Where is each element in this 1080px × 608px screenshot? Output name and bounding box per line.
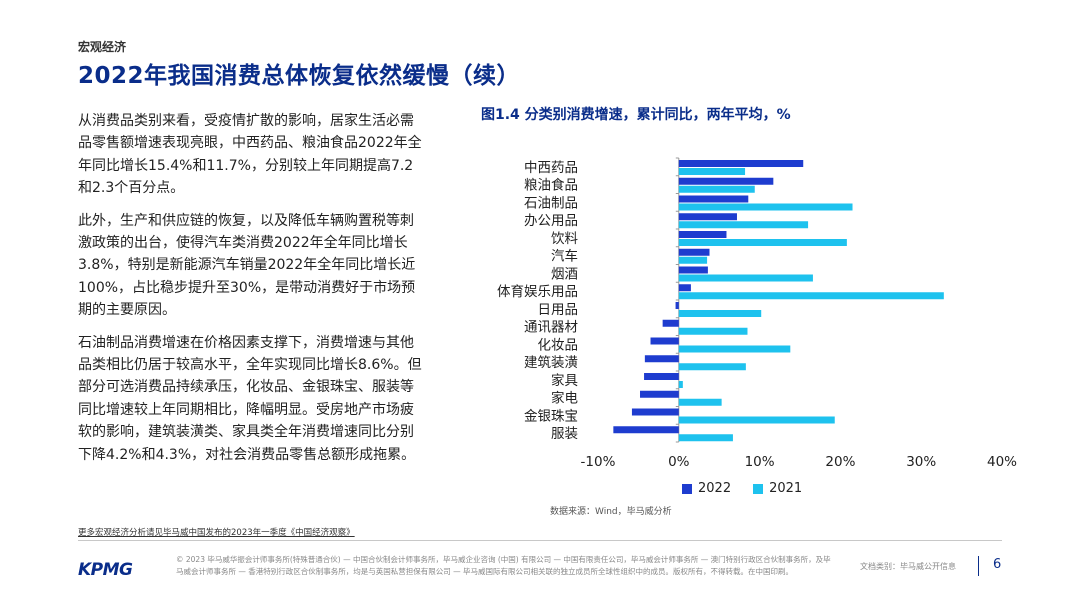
paragraph-3: 石油制品消费增速在价格因素支撑下，消费增速与其他品类相比仍居于较高水平，全年实现…: [78, 334, 422, 463]
copyright-text: © 2023 毕马威华振会计师事务所(特殊普通合伙) — 中国合伙制会计师事务所…: [176, 555, 831, 576]
bar-2021: [678, 256, 708, 264]
bar-2022: [644, 355, 679, 363]
x-tick-label: 20%: [825, 454, 855, 470]
bar-2022: [678, 160, 804, 167]
legend-label-2022: 2022: [698, 481, 732, 496]
bar-2022: [662, 319, 679, 327]
report-link[interactable]: 更多宏观经济分析请见毕马威中国发布的2023年一季度《中国经济观察》: [78, 528, 355, 538]
kpmg-logo: KPMG: [78, 560, 133, 580]
x-tick-label: -10%: [581, 454, 616, 470]
bar-2022: [631, 408, 679, 416]
page-title: 2022年我国消费总体恢复依然缓慢（续）: [78, 63, 521, 89]
bar-2022: [678, 195, 749, 203]
category-label: 烟酒: [551, 266, 578, 282]
bar-2021: [678, 434, 733, 442]
body-text: 从消费品类别来看，受疫情扩散的影响，居家生活必需品零售额增速表现亮眼，中西药品、…: [78, 110, 424, 476]
footer-separator: [978, 556, 979, 576]
category-label: 饮料: [551, 231, 579, 247]
bar-2022: [675, 302, 679, 309]
bar-2021: [678, 239, 847, 246]
page-number: 6: [993, 557, 1002, 572]
bar-2021: [678, 327, 748, 335]
legend-swatch-2022: [682, 483, 692, 494]
bar-2022: [650, 337, 679, 345]
bar-2021: [678, 168, 746, 175]
category-label: 粮油食品: [524, 177, 578, 194]
category-label: 中西药品: [524, 160, 578, 176]
legend-swatch-2021: [753, 483, 764, 494]
bar-2022: [644, 373, 679, 380]
category-label: 石油制品: [524, 195, 578, 211]
bar-2021: [678, 363, 746, 371]
bar-2021: [678, 221, 809, 229]
category-label: 办公用品: [524, 213, 578, 229]
chart-title: 图1.4 分类别消费增速，累计同比，两年平均，%: [481, 107, 791, 123]
legend-item-2022: 2022: [682, 481, 731, 496]
bar-2021: [678, 292, 944, 300]
bar-2022: [678, 213, 737, 221]
x-tick-label: 0%: [668, 454, 690, 470]
paragraph-2: 此外，生产和供应链的恢复，以及降低车辆购置税等刺激政策的出台，使得汽车类消费20…: [78, 212, 416, 319]
category-label: 日用品: [538, 302, 579, 318]
bar-2022: [678, 266, 708, 274]
bar-2022: [678, 284, 691, 292]
bar-2022: [678, 231, 727, 238]
category-label: 家具: [551, 372, 578, 389]
bar-2021: [678, 345, 791, 353]
category-label: 服装: [551, 426, 578, 442]
bar-2021: [678, 398, 722, 406]
category-label: 汽车: [551, 248, 578, 265]
x-tick-label: 30%: [906, 454, 936, 470]
category-label: 建筑装潢: [524, 355, 578, 371]
document-classification: 文档类别：毕马威公开信息: [860, 562, 956, 571]
category-label: 金银珠宝: [524, 408, 578, 424]
category-label: 化妆品: [538, 337, 579, 353]
bar-2021: [678, 274, 813, 282]
legend-item-2021: 2021: [753, 481, 802, 496]
bar-2021: [678, 416, 835, 424]
bar-2022: [613, 426, 679, 434]
bar-2021: [678, 203, 853, 211]
bar-2021: [678, 310, 762, 317]
x-tick-label: 40%: [987, 454, 1017, 470]
paragraph-1: 从消费品类别来看，受疫情扩散的影响，居家生活必需品零售额增速表现亮眼，中西药品、…: [78, 113, 422, 197]
category-label: 家电: [551, 390, 578, 407]
bar-2022: [678, 248, 710, 256]
bar-2022: [678, 177, 774, 185]
category-label: 通讯器材: [524, 320, 578, 336]
chart-legend: 2022 2021: [682, 481, 824, 496]
legend-label-2021: 2021: [769, 481, 803, 496]
category-label: 体育娱乐用品: [497, 284, 578, 300]
section-label: 宏观经济: [78, 40, 127, 54]
bar-2021: [678, 381, 683, 388]
bar-2022: [640, 390, 679, 398]
chart-source: 数据来源：Wind，毕马威分析: [550, 507, 672, 517]
footer-divider: [78, 540, 1002, 541]
x-tick-label: 10%: [745, 454, 775, 470]
bar-2021: [678, 185, 755, 193]
bar-chart: 中西药品粮油食品石油制品办公用品饮料汽车烟酒体育娱乐用品日用品通讯器材化妆品建筑…: [497, 157, 1017, 470]
